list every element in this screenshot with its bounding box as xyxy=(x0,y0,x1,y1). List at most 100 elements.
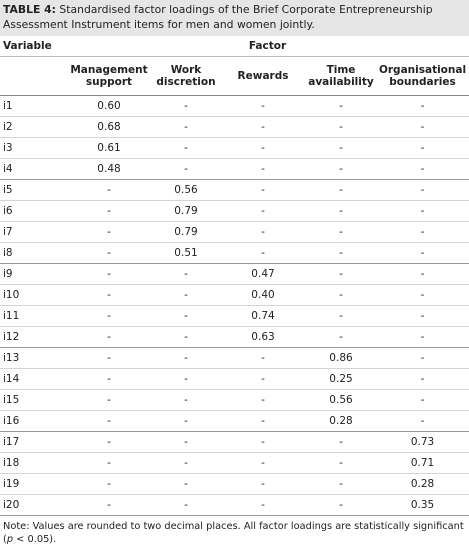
loading-cell: - xyxy=(66,179,152,201)
caption-label: TABLE 4: xyxy=(3,3,56,16)
table-row: i13- - -0.86- xyxy=(0,347,469,369)
loading-cell: - xyxy=(220,221,306,243)
loading-cell: - xyxy=(152,494,220,516)
loading-cell: - xyxy=(376,116,469,138)
variable-cell: i4 xyxy=(0,158,66,180)
variable-cell: i18 xyxy=(0,452,66,474)
table-row: i8-0.51- - - xyxy=(0,242,469,264)
variable-cell: i8 xyxy=(0,242,66,264)
loading-cell: - xyxy=(152,95,220,117)
loading-cell: - xyxy=(306,242,376,264)
column-header: Organisational boundaries xyxy=(376,56,469,96)
table-row: i6-0.79- - - xyxy=(0,200,469,222)
loading-cell: - xyxy=(306,221,376,243)
loading-cell: - xyxy=(376,305,469,327)
loading-cell: - xyxy=(306,284,376,306)
loading-cell: - xyxy=(376,326,469,348)
table-row: i16- - -0.28- xyxy=(0,410,469,432)
loading-cell: 0.79 xyxy=(152,200,220,222)
loading-cell: - xyxy=(220,473,306,495)
loading-cell: 0.56 xyxy=(306,389,376,411)
loading-cell: - xyxy=(306,200,376,222)
table-row: i20- - - -0.35 xyxy=(0,494,469,516)
loading-cell: - xyxy=(152,389,220,411)
header-row: Management support Work discretion Rewards… xyxy=(0,56,469,96)
table-row: i19- - - -0.28 xyxy=(0,473,469,495)
loading-cell: - xyxy=(220,137,306,159)
table-row: i2 0.68- - - - xyxy=(0,116,469,138)
loading-cell: - xyxy=(306,179,376,201)
variable-cell: i15 xyxy=(0,389,66,411)
variable-cell: i7 xyxy=(0,221,66,243)
variable-cell: i10 xyxy=(0,284,66,306)
group-header: Factor xyxy=(66,36,469,57)
loading-cell: - xyxy=(66,473,152,495)
variable-cell: i19 xyxy=(0,473,66,495)
loading-cell: 0.35 xyxy=(376,494,469,516)
variable-cell: i11 xyxy=(0,305,66,327)
loading-cell: 0.60 xyxy=(66,95,152,117)
table-row: i7-0.79- - - xyxy=(0,221,469,243)
caption: TABLE 4: Standardised factor loadings of… xyxy=(0,0,469,36)
loading-cell: - xyxy=(306,473,376,495)
loading-cell: - xyxy=(66,221,152,243)
loading-cell: - xyxy=(152,431,220,453)
loading-cell: 0.79 xyxy=(152,221,220,243)
table-row: i5-0.56- - - xyxy=(0,179,469,201)
loading-cell: - xyxy=(376,158,469,180)
loading-cell: - xyxy=(152,284,220,306)
loading-cell: - xyxy=(66,200,152,222)
column-header: Time availability xyxy=(306,56,376,96)
loading-cell: - xyxy=(66,389,152,411)
variable-cell: i1 xyxy=(0,95,66,117)
loading-cell: 0.71 xyxy=(376,452,469,474)
loading-cell: - xyxy=(306,158,376,180)
loading-cell: - xyxy=(152,263,220,285)
caption-text: Standardised factor loadings of the Brie… xyxy=(3,3,433,31)
variable-cell: i12 xyxy=(0,326,66,348)
loading-cell: - xyxy=(152,410,220,432)
loading-cell: - xyxy=(66,242,152,264)
loading-cell: - xyxy=(220,179,306,201)
table-row: i3 0.61- - - - xyxy=(0,137,469,159)
loading-cell: - xyxy=(220,389,306,411)
loading-cell: - xyxy=(66,284,152,306)
loading-cell: 0.56 xyxy=(152,179,220,201)
loading-cell: - xyxy=(66,305,152,327)
loading-cell: 0.47 xyxy=(220,263,306,285)
loading-cell: - xyxy=(220,431,306,453)
table-row: i9- -0.47- - xyxy=(0,263,469,285)
variable-cell: i5 xyxy=(0,179,66,201)
loading-cell: 0.73 xyxy=(376,431,469,453)
loading-cell: - xyxy=(152,326,220,348)
loading-cell: - xyxy=(152,473,220,495)
loading-cell: - xyxy=(220,494,306,516)
loading-cell: - xyxy=(66,452,152,474)
header-row: Variable Factor xyxy=(0,36,469,57)
loading-cell: - xyxy=(220,368,306,390)
note-text: < 0.05). xyxy=(13,534,57,545)
loading-cell: - xyxy=(306,326,376,348)
loading-cell: 0.61 xyxy=(66,137,152,159)
loading-cell: - xyxy=(306,263,376,285)
loading-cell: - xyxy=(66,263,152,285)
loading-cell: 0.63 xyxy=(220,326,306,348)
variable-cell: i13 xyxy=(0,347,66,369)
table-row: i18- - - -0.71 xyxy=(0,452,469,474)
loading-cell: - xyxy=(376,263,469,285)
loading-cell: 0.48 xyxy=(66,158,152,180)
loading-cell: - xyxy=(376,368,469,390)
loading-cell: - xyxy=(376,137,469,159)
loading-cell: 0.25 xyxy=(306,368,376,390)
table-row: i4 0.48- - - - xyxy=(0,158,469,180)
loading-cell: - xyxy=(376,389,469,411)
loading-cell: - xyxy=(66,326,152,348)
table-body: i1 0.60- - - - i2 0.68- - - - i3 0.61- - - - i4 0.48- - - -… xyxy=(0,95,469,516)
loading-cell: - xyxy=(152,158,220,180)
variable-cell: i3 xyxy=(0,137,66,159)
loading-cell: - xyxy=(306,95,376,117)
loading-cell: - xyxy=(306,305,376,327)
loading-cell: 0.28 xyxy=(306,410,376,432)
variable-cell: i17 xyxy=(0,431,66,453)
